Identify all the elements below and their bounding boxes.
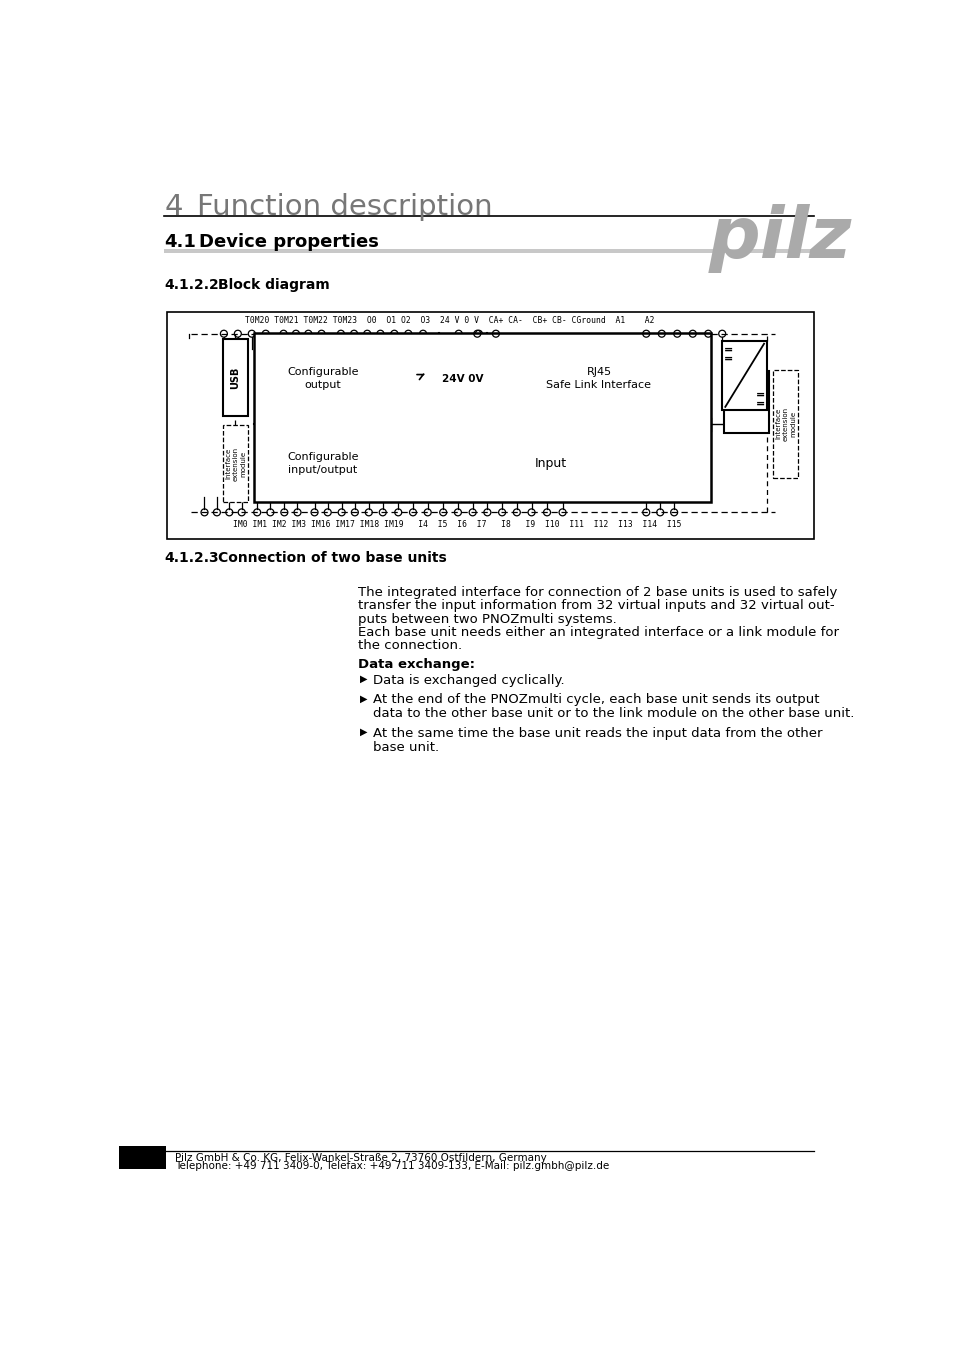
Text: Device properties: Device properties [199, 232, 378, 251]
Text: The integrated interface for connection of 2 base units is used to safely: The integrated interface for connection … [357, 586, 837, 598]
Bar [164, 248, 813, 252]
Text: RJ45
Safe Link Interface: RJ45 Safe Link Interface [546, 367, 651, 390]
Bar [119, 1146, 166, 1169]
Text: Each base unit needs either an integrated interface or a link module for: Each base unit needs either an integrate… [357, 625, 838, 639]
Text: =: = [756, 398, 764, 409]
Text: ▶: ▶ [359, 728, 367, 737]
Text: ▶: ▶ [359, 674, 367, 684]
Text: Connection of two base units: Connection of two base units [218, 551, 447, 564]
Text: Function description: Function description [196, 193, 492, 221]
Text: Interface
extension
module: Interface extension module [225, 447, 246, 481]
Text: 4.1.2.3: 4.1.2.3 [164, 551, 218, 564]
Text: =: = [723, 344, 732, 355]
Text: Configurable
input/output: Configurable input/output [287, 452, 358, 475]
Text: Power: Power [730, 397, 761, 408]
Text: Data is exchanged cyclically.: Data is exchanged cyclically. [373, 674, 564, 687]
Text: data to the other base unit or to the link module on the other base unit.: data to the other base unit or to the li… [373, 707, 854, 720]
Text: Block diagram: Block diagram [218, 278, 330, 292]
Text: base unit.: base unit. [373, 741, 439, 755]
Text: ▶: ▶ [359, 694, 367, 703]
Text: the connection.: the connection. [357, 640, 461, 652]
Text: puts between two PNOZmulti systems.: puts between two PNOZmulti systems. [357, 613, 616, 626]
Text: USB: USB [231, 366, 240, 389]
Bar [721, 340, 766, 410]
Text: 4-2: 4-2 [132, 1152, 153, 1164]
Text: =: = [756, 390, 764, 400]
Bar [723, 371, 768, 433]
Text: 4: 4 [164, 193, 183, 221]
Text: =: = [723, 354, 732, 364]
Text: Telephone: +49 711 3409-0, Telefax: +49 711 3409-133, E-Mail: pilz.gmbh@pilz.de: Telephone: +49 711 3409-0, Telefax: +49 … [174, 1161, 609, 1170]
Text: 4.1.2.2: 4.1.2.2 [164, 278, 219, 292]
Bar [173, 333, 189, 335]
Text: At the same time the base unit reads the input data from the other: At the same time the base unit reads the… [373, 728, 822, 740]
Text: pilz: pilz [707, 204, 851, 273]
Text: 24V 0V: 24V 0V [441, 374, 483, 383]
Text: T0M20 T0M21 T0M22 T0M23  O0  O1 O2  O3  24 V 0 V  CA+ CA-  CB+ CB- CGround  A1  : T0M20 T0M21 T0M22 T0M23 O0 O1 O2 O3 24 V… [245, 316, 654, 325]
Bar [253, 333, 711, 502]
Text: Interface
extension
module: Interface extension module [775, 406, 796, 441]
Bar [167, 312, 813, 539]
Text: transfer the input information from 32 virtual inputs and 32 virtual out-: transfer the input information from 32 v… [357, 599, 834, 613]
Text: Data exchange:: Data exchange: [357, 657, 475, 671]
Bar [223, 425, 248, 502]
Text: Configurable
output: Configurable output [287, 367, 358, 390]
Text: Pilz GmbH & Co. KG, Felix-Wankel-Straße 2, 73760 Ostfildern, Germany: Pilz GmbH & Co. KG, Felix-Wankel-Straße … [174, 1153, 546, 1162]
Text: Input: Input [535, 456, 567, 470]
Text: 4.1: 4.1 [164, 232, 196, 251]
Bar [223, 339, 248, 416]
Bar [773, 370, 798, 478]
Text: IM0 IM1 IM2 IM3 IM16 IM17 IM18 IM19   I4  I5  I6  I7   I8   I9  I10  I11  I12  I: IM0 IM1 IM2 IM3 IM16 IM17 IM18 IM19 I4 I… [233, 520, 681, 528]
Text: At the end of the PNOZmulti cycle, each base unit sends its output: At the end of the PNOZmulti cycle, each … [373, 694, 819, 706]
